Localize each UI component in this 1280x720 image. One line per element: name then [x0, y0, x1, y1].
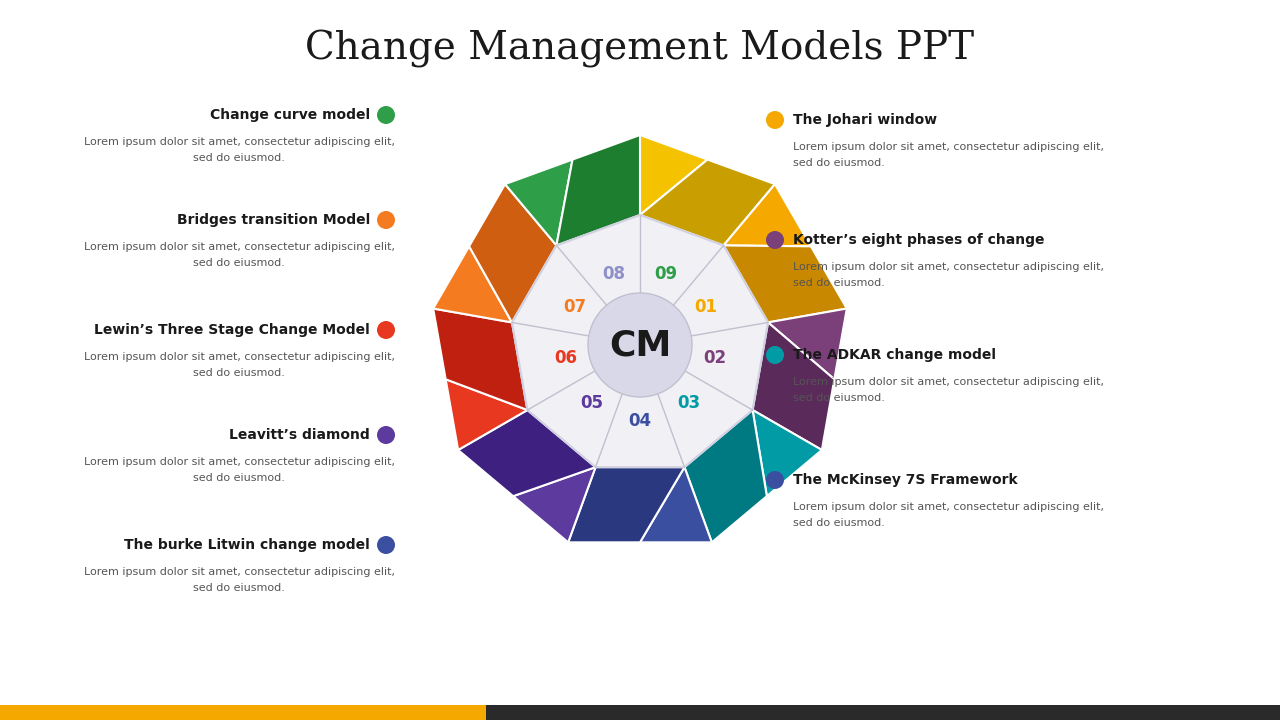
Circle shape: [378, 106, 396, 124]
Text: Lorem ipsum dolor sit amet, consectetur adipiscing elit,: Lorem ipsum dolor sit amet, consectetur …: [83, 457, 394, 467]
Text: Kotter’s eight phases of change: Kotter’s eight phases of change: [794, 233, 1044, 247]
Polygon shape: [433, 246, 512, 323]
Polygon shape: [445, 379, 527, 450]
Text: sed do eiusmod.: sed do eiusmod.: [193, 153, 285, 163]
Polygon shape: [512, 215, 768, 467]
Text: 07: 07: [563, 298, 586, 316]
Circle shape: [765, 471, 783, 489]
Circle shape: [378, 321, 396, 339]
Text: The Johari window: The Johari window: [794, 113, 937, 127]
Circle shape: [765, 346, 783, 364]
Circle shape: [378, 211, 396, 229]
Text: 02: 02: [703, 349, 726, 367]
Polygon shape: [557, 135, 640, 246]
Text: Lorem ipsum dolor sit amet, consectetur adipiscing elit,: Lorem ipsum dolor sit amet, consectetur …: [794, 502, 1103, 512]
Polygon shape: [640, 135, 708, 215]
Text: 05: 05: [580, 394, 603, 412]
Polygon shape: [513, 467, 595, 542]
Text: Lorem ipsum dolor sit amet, consectetur adipiscing elit,: Lorem ipsum dolor sit amet, consectetur …: [83, 567, 394, 577]
Polygon shape: [433, 309, 527, 410]
Text: Lorem ipsum dolor sit amet, consectetur adipiscing elit,: Lorem ipsum dolor sit amet, consectetur …: [83, 242, 394, 252]
Text: sed do eiusmod.: sed do eiusmod.: [193, 583, 285, 593]
Polygon shape: [640, 467, 712, 542]
Text: 04: 04: [628, 412, 652, 430]
Polygon shape: [640, 160, 774, 246]
Text: The McKinsey 7S Framework: The McKinsey 7S Framework: [794, 473, 1018, 487]
Polygon shape: [468, 184, 557, 323]
Bar: [486, 705, 1280, 720]
Text: Lorem ipsum dolor sit amet, consectetur adipiscing elit,: Lorem ipsum dolor sit amet, consectetur …: [794, 377, 1103, 387]
Polygon shape: [753, 410, 822, 496]
Text: sed do eiusmod.: sed do eiusmod.: [794, 393, 884, 403]
Circle shape: [765, 231, 783, 249]
Text: sed do eiusmod.: sed do eiusmod.: [193, 368, 285, 378]
Text: Lewin’s Three Stage Change Model: Lewin’s Three Stage Change Model: [95, 323, 370, 337]
Text: Change Management Models PPT: Change Management Models PPT: [306, 30, 974, 68]
Text: 09: 09: [654, 265, 677, 283]
Text: 03: 03: [677, 394, 700, 412]
Text: Change curve model: Change curve model: [210, 108, 370, 122]
Text: 06: 06: [554, 349, 577, 367]
Text: Lorem ipsum dolor sit amet, consectetur adipiscing elit,: Lorem ipsum dolor sit amet, consectetur …: [83, 352, 394, 362]
Polygon shape: [458, 410, 595, 496]
Text: sed do eiusmod.: sed do eiusmod.: [794, 158, 884, 168]
Circle shape: [765, 111, 783, 129]
Circle shape: [378, 536, 396, 554]
Polygon shape: [506, 160, 572, 246]
Text: Bridges transition Model: Bridges transition Model: [177, 213, 370, 227]
Text: sed do eiusmod.: sed do eiusmod.: [193, 258, 285, 268]
Circle shape: [588, 293, 692, 397]
Text: CM: CM: [609, 328, 671, 362]
Text: 01: 01: [694, 298, 717, 316]
Bar: [0, 705, 486, 720]
Polygon shape: [768, 309, 847, 379]
Text: The ADKAR change model: The ADKAR change model: [794, 348, 996, 362]
Text: Lorem ipsum dolor sit amet, consectetur adipiscing elit,: Lorem ipsum dolor sit amet, consectetur …: [794, 142, 1103, 152]
Circle shape: [378, 426, 396, 444]
Text: sed do eiusmod.: sed do eiusmod.: [794, 278, 884, 288]
Text: 08: 08: [603, 265, 626, 283]
Text: The burke Litwin change model: The burke Litwin change model: [124, 538, 370, 552]
Polygon shape: [753, 323, 835, 450]
Text: Lorem ipsum dolor sit amet, consectetur adipiscing elit,: Lorem ipsum dolor sit amet, consectetur …: [83, 137, 394, 147]
Polygon shape: [685, 410, 767, 542]
Text: Leavitt’s diamond: Leavitt’s diamond: [229, 428, 370, 442]
Polygon shape: [723, 184, 812, 246]
Polygon shape: [568, 467, 685, 542]
Text: Lorem ipsum dolor sit amet, consectetur adipiscing elit,: Lorem ipsum dolor sit amet, consectetur …: [794, 262, 1103, 272]
Text: sed do eiusmod.: sed do eiusmod.: [794, 518, 884, 528]
Text: sed do eiusmod.: sed do eiusmod.: [193, 473, 285, 483]
Polygon shape: [723, 246, 847, 323]
